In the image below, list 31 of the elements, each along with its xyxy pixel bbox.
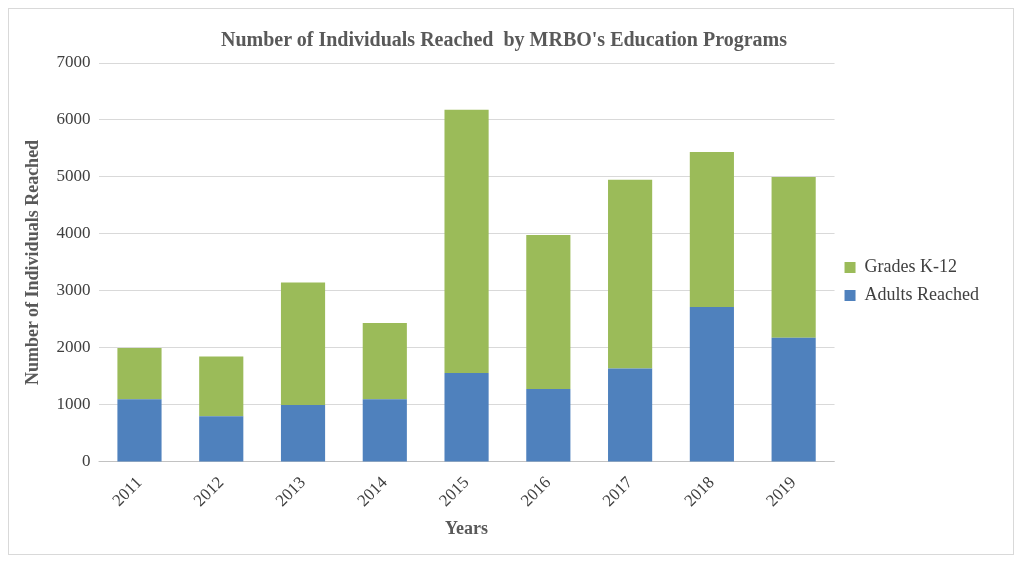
- bar: [199, 356, 244, 417]
- y-tick-label: 2000: [56, 337, 91, 357]
- bar: [771, 176, 816, 338]
- bar: [362, 399, 407, 462]
- y-tick-label: 4000: [56, 223, 91, 243]
- bar: [608, 368, 653, 462]
- legend-label: Adults Reached: [864, 284, 979, 305]
- y-tick-label: 5000: [56, 166, 91, 186]
- y-tick-label: 0: [82, 451, 91, 471]
- bar: [526, 388, 571, 462]
- bar: [444, 109, 489, 374]
- y-axis-title: Number of Individuals Reached: [22, 139, 43, 386]
- y-tick-label: 6000: [56, 109, 91, 129]
- y-tick-label: 1000: [56, 394, 91, 414]
- y-tick-label: 3000: [56, 280, 91, 300]
- bar: [117, 347, 162, 400]
- bar: [280, 404, 326, 462]
- legend-label: Grades K-12: [864, 256, 958, 277]
- bar: [199, 416, 244, 462]
- bar: [689, 306, 734, 462]
- chart-title: Number of Individuals Reached by MRBO's Education Programs: [221, 28, 788, 52]
- y-tick-label: 7000: [56, 52, 91, 72]
- bar: [362, 322, 407, 400]
- bar: [526, 235, 571, 389]
- bar: [280, 282, 326, 405]
- bar: [117, 399, 162, 462]
- bar: [689, 151, 734, 307]
- x-axis-title: Years: [445, 517, 489, 538]
- bar: [771, 337, 816, 462]
- bar: [608, 179, 653, 369]
- bar: [444, 373, 489, 462]
